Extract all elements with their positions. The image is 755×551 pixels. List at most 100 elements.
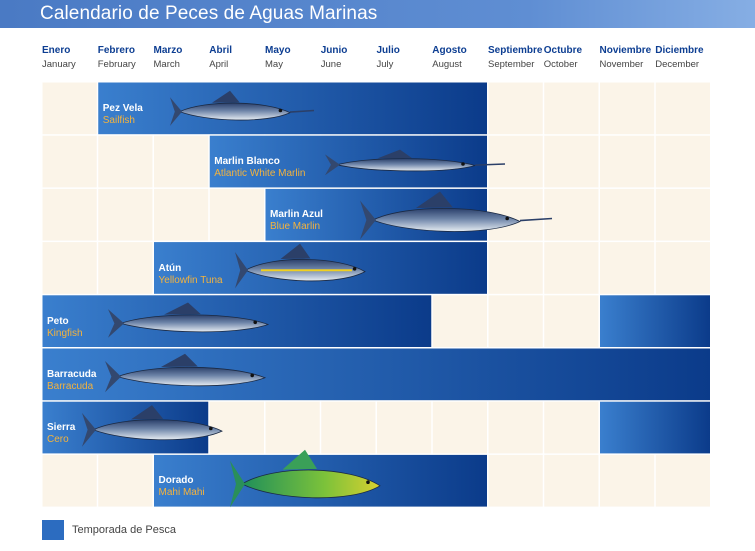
- season-bar: [98, 82, 487, 135]
- month-es: Octubre: [543, 45, 583, 56]
- grid-cell: [544, 135, 599, 188]
- grid-cell: [42, 135, 97, 188]
- grid-cell: [655, 242, 710, 294]
- legend-label: Temporada de Pesca: [72, 524, 176, 536]
- grid-cell: [432, 295, 487, 347]
- month-header-6: Julio July: [377, 44, 433, 72]
- species-name-en: Atlantic White Marlin: [214, 168, 306, 180]
- month-es: Junio: [320, 45, 348, 56]
- species-name-en: Sailfish: [102, 115, 135, 126]
- month-es: Septiembre: [488, 45, 543, 56]
- species-label: Marlin Azul Blue Marlin: [270, 209, 323, 233]
- grid-cell: [42, 82, 97, 135]
- grid-cell: [98, 188, 153, 241]
- month-header: Enero January Febrero February Marzo March Abr…: [0, 44, 755, 76]
- grid-cell: [432, 401, 487, 454]
- species-label: Peto Kingfish: [47, 316, 83, 340]
- species-label: Atún Yellowfin Tuna: [159, 263, 223, 287]
- grid-cell: [42, 454, 97, 507]
- mahi-illustration: [230, 449, 381, 508]
- species-name-en: Yellowfin Tuna: [158, 274, 223, 286]
- month-es: Febrero: [97, 45, 135, 56]
- grid-cell: [544, 401, 599, 454]
- grid-cell: [209, 188, 264, 241]
- species-name-es: Atún: [158, 262, 182, 274]
- season-bar: [600, 401, 710, 454]
- species-name-en: Mahi Mahi: [158, 487, 205, 499]
- grid-cell: [321, 401, 376, 454]
- month-en: November: [599, 59, 644, 70]
- grid-cell: [600, 454, 655, 507]
- grid-cell: [544, 82, 599, 135]
- species-name-es: Sierra: [47, 422, 76, 434]
- month-header-9: Octubre October: [544, 44, 600, 72]
- month-header-7: Agosto August: [432, 44, 488, 72]
- month-header-8: Septiembre September: [488, 44, 544, 72]
- species-label: Barracuda Barracuda: [47, 369, 96, 393]
- grid-cell: [98, 135, 153, 188]
- grid-cell: [488, 135, 543, 188]
- species-name-en: Kingfish: [47, 327, 83, 339]
- grid-cell: [377, 401, 432, 454]
- species-name-en: Barracuda: [47, 381, 94, 392]
- species-label: Sierra Cero: [47, 422, 75, 446]
- title-bar: Calendario de Peces de Aguas Marinas: [0, 0, 755, 28]
- month-header-10: Noviembre November: [600, 44, 656, 72]
- species-name-es: Marlin Blanco: [214, 156, 280, 168]
- month-en: February: [97, 59, 136, 70]
- grid-cell: [544, 295, 599, 347]
- grid-cell: [600, 242, 655, 294]
- grid-cell: [488, 82, 543, 135]
- month-en: July: [376, 59, 394, 70]
- blue-marlin-illustration: [360, 191, 553, 240]
- species-name-en: Blue Marlin: [270, 221, 321, 233]
- month-en: December: [655, 59, 700, 70]
- month-es: Abril: [209, 45, 233, 56]
- month-es: Enero: [42, 45, 71, 56]
- month-en: June: [320, 59, 342, 70]
- species-label: Marlin Blanco Atlantic White Marlin: [214, 156, 305, 180]
- species-name-es: Peto: [47, 315, 69, 327]
- grid-cell: [488, 454, 543, 507]
- grid-cell: [544, 242, 599, 294]
- month-es: Julio: [376, 45, 400, 56]
- grid-cell: [488, 401, 543, 454]
- tuna-illustration: [235, 243, 366, 289]
- species-name-es: Pez Vela: [102, 103, 143, 114]
- month-header-3: Abril April: [209, 44, 265, 72]
- month-es: Mayo: [265, 45, 291, 56]
- month-header-11: Diciembre December: [655, 44, 711, 72]
- white-marlin-illustration: [325, 149, 506, 176]
- grid-cell: [655, 454, 710, 507]
- month-header-4: Mayo May: [265, 44, 321, 72]
- month-en: September: [488, 59, 535, 70]
- month-en: April: [209, 59, 229, 70]
- grid-cell: [265, 401, 320, 454]
- grid-cell: [655, 135, 710, 188]
- grid-cell: [600, 188, 655, 241]
- season-bar: [600, 295, 710, 347]
- grid-cell: [600, 82, 655, 135]
- grid-cell: [488, 242, 543, 294]
- grid-cell: [655, 82, 710, 135]
- month-es: Agosto: [432, 45, 467, 56]
- grid-cell: [600, 135, 655, 188]
- grid-cell: [655, 188, 710, 241]
- month-header-1: Febrero February: [98, 44, 154, 72]
- grid-cell: [209, 401, 264, 454]
- page-title: Calendario de Peces de Aguas Marinas: [40, 3, 378, 24]
- month-header-2: Marzo March: [154, 44, 210, 72]
- grid-cell: [544, 188, 599, 241]
- month-es: Marzo: [153, 45, 183, 56]
- month-en: May: [265, 59, 283, 70]
- species-label: Dorado Mahi Mahi: [159, 475, 205, 499]
- month-en: October: [543, 59, 578, 70]
- grid-cell: [98, 242, 153, 294]
- grid-cell: [488, 295, 543, 347]
- month-es: Diciembre: [655, 45, 704, 56]
- kingfish-illustration: [108, 302, 270, 338]
- legend-swatch: [42, 520, 64, 540]
- barracuda-illustration: [105, 353, 267, 393]
- species-name-en: Cero: [47, 434, 69, 446]
